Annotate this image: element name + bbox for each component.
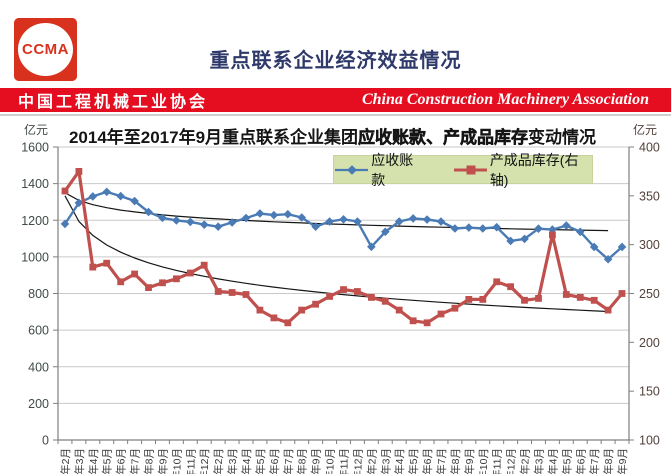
svg-text:2014年6月: 2014年6月	[115, 448, 128, 474]
svg-text:2015年4月: 2015年4月	[240, 448, 253, 474]
svg-text:200: 200	[639, 336, 660, 350]
svg-text:2016年4月: 2016年4月	[393, 448, 406, 474]
svg-text:2017年5月: 2017年5月	[560, 448, 573, 474]
association-name-cn: 中国工程机械工业协会	[18, 94, 209, 111]
svg-text:2014年12月: 2014年12月	[198, 448, 211, 474]
svg-text:2017年6月: 2017年6月	[574, 448, 587, 474]
svg-text:2016年5月: 2016年5月	[407, 448, 420, 474]
svg-text:2014年5月: 2014年5月	[101, 448, 114, 474]
x-axis-labels: 2014年2月 2014年3月 2014年4月 2014年5月 2014年6月 2014年…	[59, 448, 629, 474]
svg-text:2014年9月: 2014年9月	[156, 448, 169, 474]
inventory-legend-marker-icon	[453, 165, 487, 174]
svg-text:1200: 1200	[21, 214, 49, 228]
svg-text:2016年10月: 2016年10月	[477, 448, 490, 474]
svg-text:2014年4月: 2014年4月	[87, 448, 100, 474]
svg-text:400: 400	[639, 141, 660, 155]
svg-text:2016年7月: 2016年7月	[435, 448, 448, 474]
right-axis-unit-label: 亿元	[633, 123, 658, 137]
page-title: 重点联系企业经济效益情况	[209, 50, 462, 72]
right-axis-labels: 100 150 200 250 300 350 400	[639, 141, 660, 448]
svg-text:2016年6月: 2016年6月	[421, 448, 434, 474]
receivables-series	[60, 187, 627, 264]
svg-text:2017年2月: 2017年2月	[519, 448, 532, 474]
svg-text:2016年11月: 2016年11月	[491, 448, 504, 474]
legend-label-inventory: 产成品库存(右轴)	[489, 151, 579, 188]
svg-text:2017年9月: 2017年9月	[616, 448, 629, 474]
svg-text:2015年11月: 2015年11月	[338, 448, 351, 474]
chart-legend: 应收账款 产成品库存(右轴)	[333, 152, 593, 188]
svg-text:2015年7月: 2015年7月	[282, 448, 295, 474]
svg-text:2014年11月: 2014年11月	[184, 448, 197, 474]
svg-text:2014年10月: 2014年10月	[170, 448, 183, 474]
svg-text:2016年12月: 2016年12月	[505, 448, 518, 474]
chart-title-suffix: 变动情况	[528, 128, 597, 147]
svg-text:300: 300	[639, 238, 660, 252]
legend-item-inventory: 产成品库存(右轴)	[453, 150, 592, 190]
svg-text:1400: 1400	[21, 177, 49, 191]
svg-text:2017年3月: 2017年3月	[532, 448, 545, 474]
svg-text:150: 150	[639, 385, 660, 399]
svg-text:100: 100	[639, 434, 660, 448]
svg-text:2016年8月: 2016年8月	[449, 448, 462, 474]
svg-text:2015年3月: 2015年3月	[226, 448, 239, 474]
svg-text:2016年9月: 2016年9月	[463, 448, 476, 474]
svg-text:800: 800	[28, 287, 49, 301]
receivables-legend-marker-icon	[335, 164, 369, 175]
svg-text:2014年8月: 2014年8月	[143, 448, 156, 474]
axis-ticks	[53, 146, 634, 444]
association-name-en: China Construction Machinery Association	[361, 91, 649, 108]
ccma-logo: CCMA	[14, 18, 77, 81]
banner-divider	[0, 114, 671, 116]
ccma-logo-text: CCMA	[22, 41, 69, 58]
chart-title-strong: 应收账款、产成品库存	[358, 128, 529, 148]
left-axis-labels: 0 200 400 600 800 1000 1200 1400 1600	[21, 141, 49, 448]
svg-text:350: 350	[639, 189, 660, 203]
svg-text:2014年3月: 2014年3月	[73, 448, 86, 474]
svg-text:2016年2月: 2016年2月	[365, 448, 378, 474]
chart-title-prefix: 2014年至2017年9月重点联系企业集团	[68, 128, 359, 147]
association-banner: 中国工程机械工业协会 China Construction Machinery …	[0, 88, 671, 112]
svg-text:400: 400	[28, 360, 49, 374]
svg-text:2016年3月: 2016年3月	[379, 448, 392, 474]
svg-text:600: 600	[28, 324, 49, 338]
svg-text:2015年2月: 2015年2月	[212, 448, 225, 474]
legend-item-receivables: 应收账款	[334, 150, 425, 190]
svg-text:2015年12月: 2015年12月	[351, 448, 364, 474]
svg-text:2015年8月: 2015年8月	[296, 448, 309, 474]
svg-text:250: 250	[639, 287, 660, 301]
left-axis-unit-label: 亿元	[24, 123, 49, 137]
svg-text:1000: 1000	[21, 250, 49, 264]
svg-text:2014年2月: 2014年2月	[59, 448, 72, 474]
ccma-logo-circle: CCMA	[18, 23, 73, 76]
svg-text:0: 0	[42, 434, 49, 448]
svg-text:2015年6月: 2015年6月	[268, 448, 281, 474]
svg-text:2017年8月: 2017年8月	[602, 448, 615, 474]
legend-label-receivables: 应收账款	[371, 151, 414, 188]
svg-text:2017年4月: 2017年4月	[546, 448, 559, 474]
svg-text:2015年9月: 2015年9月	[310, 448, 323, 474]
svg-text:2017年7月: 2017年7月	[588, 448, 601, 474]
inventory-series	[61, 168, 626, 327]
svg-text:2014年7月: 2014年7月	[129, 448, 142, 474]
svg-text:200: 200	[28, 397, 49, 411]
svg-text:2015年5月: 2015年5月	[254, 448, 267, 474]
svg-text:2015年10月: 2015年10月	[324, 448, 337, 474]
svg-text:1600: 1600	[21, 141, 49, 155]
chart-title: 2014年至2017年9月重点联系企业集团应收账款、产成品库存变动情况	[30, 123, 635, 148]
